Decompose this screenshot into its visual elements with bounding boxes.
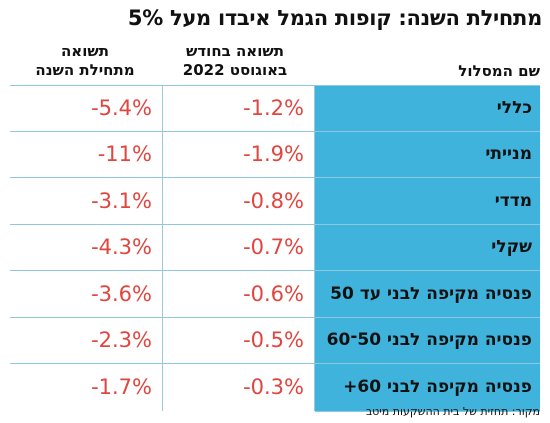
ytd-return-value: -3.6% (91, 281, 152, 306)
ytd-return-cell: -2.3% (11, 317, 163, 363)
august-return-cell: -1.9% (163, 131, 315, 177)
august-return-cell: -1.2% (163, 86, 315, 131)
august-return-value: -0.5% (243, 328, 304, 353)
august-return-value: -0.7% (243, 235, 304, 260)
ytd-return-cell: -1.7% (11, 364, 163, 411)
source-note: מקור: תחזית של בית ההשקעות מיטב (365, 405, 540, 418)
row-name-cell: מדדי (315, 178, 540, 225)
august-return-cell: -0.5% (163, 317, 315, 363)
column-header-name: שם המסלול (458, 62, 540, 80)
august-return-value: -1.2% (243, 96, 304, 121)
ytd-return-value: -2.3% (91, 328, 152, 353)
row-name-cell: פנסיה מקיפה לבני 50־60 (315, 317, 540, 364)
ytd-return-value: -5.4% (91, 96, 152, 121)
row-name-cell: שקלי (315, 224, 540, 271)
august-return-cell: -0.3% (163, 364, 315, 411)
table-row: פנסיה מקיפה לבני עד 50 -0.6% -3.6% (10, 271, 540, 318)
table-row: פנסיה מקיפה לבני 60+ -0.3% -1.7% (10, 364, 540, 412)
ytd-return-value: -3.1% (91, 188, 152, 213)
chart-title-percent: 5% (127, 6, 163, 30)
table-row: פנסיה מקיפה לבני 50־60 -0.5% -2.3% (10, 317, 540, 364)
column-header-ytd-line2: מתחילת השנה (35, 61, 135, 79)
column-header-ytd-line1: תשואה (61, 42, 109, 60)
ytd-return-cell: -3.1% (11, 178, 163, 224)
august-return-value: -1.9% (243, 142, 304, 167)
returns-table: כללי -1.2% -5.4% מנייתי -1.9% -11% מדדי -0.8% -3… (10, 85, 540, 412)
row-name-cell: פנסיה מקיפה לבני עד 50 (315, 271, 540, 318)
august-return-value: -0.3% (243, 375, 304, 400)
column-header-ytd: תשואה מתחילת השנה (15, 42, 155, 80)
column-header-august-line2: באוגוסט 2022 (182, 61, 288, 79)
august-return-cell: -0.7% (163, 224, 315, 270)
ytd-return-cell: -3.6% (11, 271, 163, 317)
table-row: מדדי -0.8% -3.1% (10, 178, 540, 225)
row-name-cell: פנסיה מקיפה לבני 60+ (315, 364, 540, 412)
table-row: שקלי -0.7% -4.3% (10, 224, 540, 271)
chart-title: מתחילת השנה: קופות הגמל איבדו מעל 5% (128, 6, 542, 30)
row-name-cell: כללי (315, 86, 540, 132)
ytd-return-value: -1.7% (91, 375, 152, 400)
ytd-return-cell: -4.3% (11, 224, 163, 270)
chart-title-text: מתחילת השנה: קופות הגמל איבדו מעל (169, 6, 542, 30)
ytd-return-cell: -11% (11, 131, 163, 177)
august-return-cell: -0.6% (163, 271, 315, 317)
august-return-cell: -0.8% (163, 178, 315, 224)
ytd-return-cell: -5.4% (11, 86, 163, 131)
august-return-value: -0.6% (243, 281, 304, 306)
ytd-return-value: -4.3% (91, 235, 152, 260)
row-name-cell: מנייתי (315, 131, 540, 178)
august-return-value: -0.8% (243, 188, 304, 213)
column-header-august: תשואה בחודש באוגוסט 2022 (180, 42, 290, 80)
column-header-august-line1: תשואה בחודש (185, 42, 284, 60)
table-row: כללי -1.2% -5.4% (10, 85, 540, 132)
table-row: מנייתי -1.9% -11% (10, 131, 540, 178)
ytd-return-value: -11% (97, 142, 152, 167)
